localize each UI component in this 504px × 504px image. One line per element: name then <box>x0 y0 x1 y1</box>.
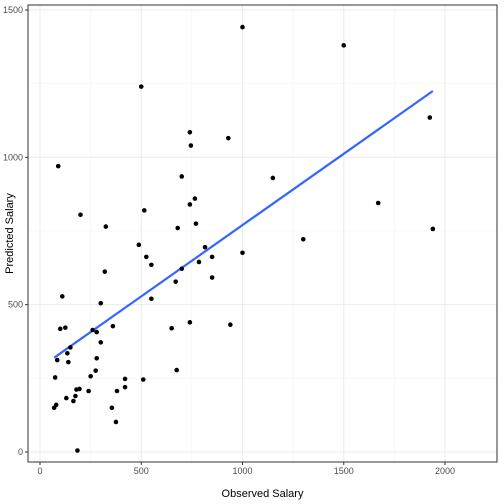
data-point <box>144 254 149 260</box>
data-point <box>149 296 154 302</box>
data-point <box>202 244 208 250</box>
data-point <box>149 262 154 268</box>
data-point <box>140 377 146 382</box>
data-point <box>94 329 99 335</box>
data-point <box>341 43 347 48</box>
data-point <box>63 325 68 330</box>
points-layer <box>51 24 436 453</box>
x-tick-label: 1000 <box>232 466 252 476</box>
data-point <box>73 393 78 399</box>
data-point <box>240 250 245 256</box>
data-point <box>187 320 193 325</box>
data-point <box>74 387 79 392</box>
data-point <box>52 375 58 380</box>
y-tick-label: 500 <box>8 300 23 310</box>
data-point <box>109 405 115 411</box>
data-point <box>187 129 193 135</box>
data-point <box>192 196 198 201</box>
data-point <box>193 221 199 226</box>
data-point <box>209 275 215 280</box>
data-point <box>113 419 119 425</box>
data-point <box>114 388 120 394</box>
fit-line <box>53 90 434 359</box>
data-point <box>98 300 104 306</box>
data-point <box>86 388 91 394</box>
data-point <box>54 357 60 363</box>
data-point <box>375 200 381 206</box>
data-point <box>122 384 128 390</box>
data-point <box>430 226 436 232</box>
data-point <box>173 279 178 284</box>
data-point <box>196 259 202 265</box>
data-point <box>98 340 104 345</box>
major-gridlines <box>28 5 497 462</box>
data-point <box>110 323 116 329</box>
data-point <box>138 84 144 89</box>
data-point <box>122 376 128 382</box>
data-point <box>88 373 93 379</box>
data-point <box>90 327 95 333</box>
data-point <box>427 115 433 120</box>
data-point <box>136 242 142 248</box>
data-point <box>169 325 174 331</box>
y-axis-title: Predicted Salary <box>4 193 16 274</box>
data-point <box>66 359 71 365</box>
data-point <box>93 368 98 373</box>
x-tick-label: 0 <box>37 466 42 476</box>
fit-line-layer <box>53 90 434 359</box>
data-point <box>240 24 245 30</box>
data-point <box>55 163 61 169</box>
data-point <box>174 367 179 373</box>
data-point <box>187 202 193 207</box>
y-tick-label: 1500 <box>3 5 23 15</box>
data-point <box>188 143 194 148</box>
data-point <box>175 225 180 231</box>
y-tick-label: 1000 <box>3 152 23 162</box>
data-point <box>65 350 70 356</box>
data-point <box>71 398 76 404</box>
data-point <box>57 326 63 332</box>
data-point <box>78 212 83 218</box>
y-axis-ticks: 0 500 1000 1500 <box>3 5 28 457</box>
x-tick-label: 1500 <box>334 466 354 476</box>
minor-gridlines <box>28 5 497 462</box>
data-point <box>141 208 147 213</box>
data-point <box>102 269 108 274</box>
data-point <box>68 345 73 350</box>
data-point <box>59 294 65 299</box>
x-axis-title: Observed Salary <box>222 488 304 500</box>
panel-border <box>27 4 498 463</box>
data-point <box>270 175 276 181</box>
x-tick-label: 500 <box>134 466 149 476</box>
y-tick-label: 0 <box>18 447 23 457</box>
data-point <box>209 254 215 260</box>
data-point <box>179 174 185 179</box>
data-point <box>64 395 69 401</box>
x-axis-ticks: 0 500 1000 1500 2000 <box>37 462 455 476</box>
data-point <box>103 224 109 229</box>
x-tick-label: 2000 <box>435 466 455 476</box>
data-point <box>300 236 306 242</box>
data-point <box>75 448 80 453</box>
data-point <box>94 355 99 361</box>
data-point <box>51 405 57 411</box>
data-point <box>179 266 185 272</box>
data-point <box>228 322 233 328</box>
data-point <box>226 135 231 141</box>
